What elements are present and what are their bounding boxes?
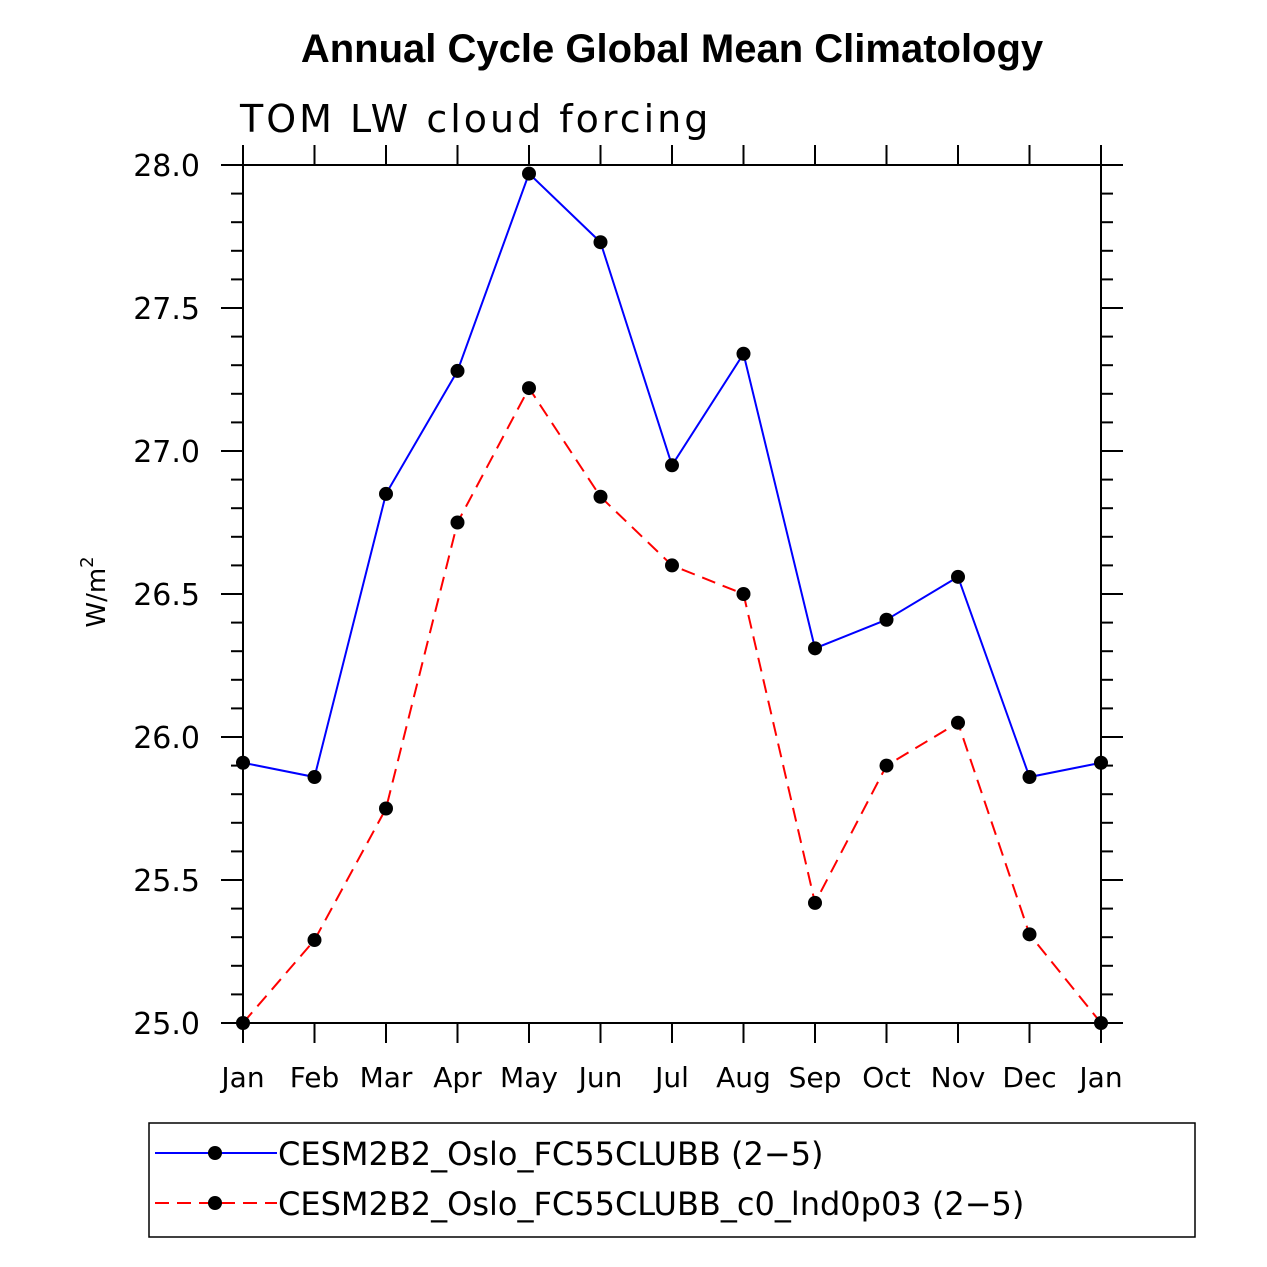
series-2-point [879, 758, 894, 773]
series-2-point [593, 489, 608, 504]
series-line-1 [242, 171, 1102, 779]
series-2-point [736, 587, 751, 601]
x-tick-label: Dec [1002, 1061, 1056, 1094]
series-line-2 [242, 386, 1102, 1024]
series-1-point [808, 641, 822, 656]
x-tick-label: Feb [290, 1061, 340, 1094]
x-tick-label: Apr [433, 1061, 482, 1094]
x-tick-label: Sep [789, 1061, 842, 1094]
series-1-point [736, 346, 751, 361]
x-tick-labels: Jan Feb Mar Apr May Jun Jul Aug Sep Oct Nov Dec Jan [219, 1061, 1122, 1094]
series-2-point [522, 381, 536, 396]
series-2-point [379, 801, 393, 816]
y-tick-label: 26.0 [133, 721, 200, 756]
legend-label-series-2: CESM2B2_Oslo_FC55CLUBB_c0_lnd0p03 (2−5) [278, 1185, 1024, 1223]
y-axis-label: W/m2 [77, 556, 112, 627]
series-1-point [379, 486, 393, 501]
series-1-point [593, 235, 608, 250]
y-tick-label: 28.0 [133, 149, 200, 184]
series-1-point [951, 569, 965, 584]
series-2-point [450, 515, 465, 530]
y-axis-label-text: W/m [82, 568, 112, 628]
legend: CESM2B2_Oslo_FC55CLUBB (2−5) CESM2B2_Osl… [148, 1122, 1196, 1238]
series-1-point [879, 612, 894, 627]
y-tick-label: 27.0 [133, 435, 200, 470]
series-2-point [665, 558, 679, 573]
series-1-point [522, 166, 536, 181]
chart-subtitle: TOM LW cloud forcing [239, 97, 711, 141]
x-tick-label: Jul [653, 1061, 689, 1094]
x-tick-label: Oct [862, 1061, 910, 1094]
y-tick-label: 27.5 [133, 292, 200, 327]
axis-ticks [221, 145, 1123, 1043]
legend-marker-series-2 [208, 1196, 222, 1210]
series-2-point [1022, 927, 1037, 942]
legend-label-series-1: CESM2B2_Oslo_FC55CLUBB (2−5) [278, 1135, 824, 1173]
x-tick-label: May [500, 1061, 558, 1094]
series-1-point [1022, 770, 1037, 785]
series-1-point [236, 755, 250, 770]
plot-frame [242, 164, 1102, 1024]
legend-box [148, 1122, 1196, 1238]
series-2-point [951, 715, 965, 730]
series-1-point [1094, 755, 1108, 770]
series-2-point [236, 1016, 250, 1030]
x-tick-label: Aug [716, 1061, 771, 1094]
series-markers [236, 166, 1108, 1030]
x-tick-label: Jun [577, 1061, 623, 1094]
series-1-point [450, 363, 465, 378]
series-1-point [665, 458, 679, 473]
legend-marker-series-1 [208, 1146, 222, 1160]
x-tick-label: Mar [360, 1061, 413, 1094]
chart-title: Annual Cycle Global Mean Climatology [301, 27, 1044, 71]
series-1-point [307, 770, 322, 785]
series-2-point [307, 933, 322, 948]
x-tick-label: Jan [1077, 1061, 1122, 1094]
y-tick-label: 26.5 [133, 578, 200, 613]
y-tick-label: 25.5 [133, 864, 200, 899]
y-axis-label-superscript: 2 [77, 556, 98, 567]
series-2-point [808, 895, 822, 910]
series-2-point [1094, 1016, 1108, 1030]
y-tick-label: 25.0 [133, 1007, 200, 1042]
y-tick-labels: 25.0 25.5 26.0 26.5 27.0 27.5 28.0 [133, 149, 200, 1042]
x-tick-label: Jan [219, 1061, 264, 1094]
x-tick-label: Nov [931, 1061, 986, 1094]
series-lines [242, 171, 1102, 1024]
svg-text:W/m2: W/m2 [77, 556, 112, 627]
